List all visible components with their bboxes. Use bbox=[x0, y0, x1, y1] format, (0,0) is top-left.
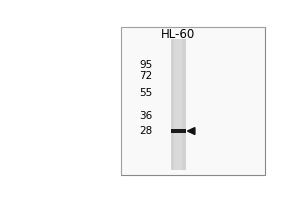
Text: HL-60: HL-60 bbox=[161, 28, 195, 41]
Text: 36: 36 bbox=[139, 111, 153, 121]
Bar bbox=[171, 129, 186, 133]
Bar bbox=[121, 27, 266, 175]
Text: 28: 28 bbox=[139, 126, 153, 136]
Bar bbox=[174, 39, 182, 170]
Text: 95: 95 bbox=[139, 60, 153, 70]
Text: 55: 55 bbox=[139, 88, 153, 98]
Bar bbox=[121, 27, 266, 175]
Bar bbox=[171, 39, 186, 170]
Text: 72: 72 bbox=[139, 71, 153, 81]
Polygon shape bbox=[188, 128, 195, 134]
